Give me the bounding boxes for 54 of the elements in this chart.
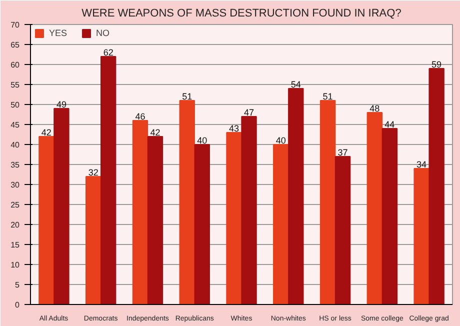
y-tick-label: 60 bbox=[10, 60, 20, 70]
bar bbox=[85, 176, 102, 304]
y-tick-label: 25 bbox=[10, 200, 20, 210]
y-tick-label: 40 bbox=[10, 140, 20, 150]
bar bbox=[414, 168, 430, 304]
bar bbox=[147, 136, 164, 304]
y-tick-label: 45 bbox=[10, 120, 20, 130]
data-label: 40 bbox=[197, 136, 208, 146]
y-tick-label: 50 bbox=[10, 100, 20, 110]
bar bbox=[38, 136, 54, 304]
y-tick-label: 35 bbox=[10, 160, 20, 170]
data-label: 34 bbox=[416, 160, 427, 170]
data-label: 46 bbox=[135, 112, 146, 122]
data-label: 51 bbox=[322, 92, 333, 102]
data-label: 42 bbox=[150, 128, 160, 138]
data-label: 48 bbox=[370, 104, 380, 114]
bar bbox=[288, 88, 304, 304]
legend-label: NO bbox=[96, 28, 110, 38]
legend-label: YES bbox=[49, 28, 68, 38]
y-tick-label: 65 bbox=[10, 40, 20, 50]
bar bbox=[320, 100, 336, 304]
chart-title: WERE WEAPONS OF MASS DESTRUCTION FOUND IN IRAQ? bbox=[82, 8, 402, 20]
data-label: 43 bbox=[228, 124, 240, 134]
data-label: 37 bbox=[338, 148, 348, 158]
bar bbox=[382, 128, 398, 304]
data-label: 44 bbox=[384, 120, 395, 130]
bar bbox=[366, 112, 383, 304]
data-label: 42 bbox=[41, 128, 52, 138]
data-label: 49 bbox=[56, 100, 66, 110]
y-tick-label: 70 bbox=[10, 20, 20, 30]
bar bbox=[334, 156, 351, 304]
data-label: 62 bbox=[103, 48, 114, 58]
data-label: 32 bbox=[88, 168, 98, 178]
y-tick-label: 10 bbox=[10, 260, 20, 270]
data-label: 51 bbox=[182, 92, 192, 102]
data-label: 40 bbox=[276, 136, 286, 146]
data-label: 59 bbox=[432, 60, 442, 70]
bar bbox=[132, 120, 148, 304]
bar bbox=[100, 56, 116, 304]
data-label: 47 bbox=[244, 108, 254, 118]
bar bbox=[179, 100, 195, 304]
bar bbox=[273, 144, 289, 304]
data-label: 54 bbox=[290, 80, 301, 90]
y-tick-label: 15 bbox=[10, 240, 20, 250]
y-tick-label: 5 bbox=[15, 280, 20, 290]
y-tick-label: 30 bbox=[10, 180, 20, 190]
bar bbox=[194, 144, 210, 304]
bar bbox=[241, 116, 257, 304]
bar bbox=[226, 132, 242, 304]
y-tick-label: 0 bbox=[15, 300, 20, 310]
y-tick-label: 20 bbox=[10, 220, 20, 230]
bar bbox=[428, 68, 444, 304]
bar bbox=[54, 108, 70, 304]
y-tick-label: 55 bbox=[10, 80, 20, 90]
